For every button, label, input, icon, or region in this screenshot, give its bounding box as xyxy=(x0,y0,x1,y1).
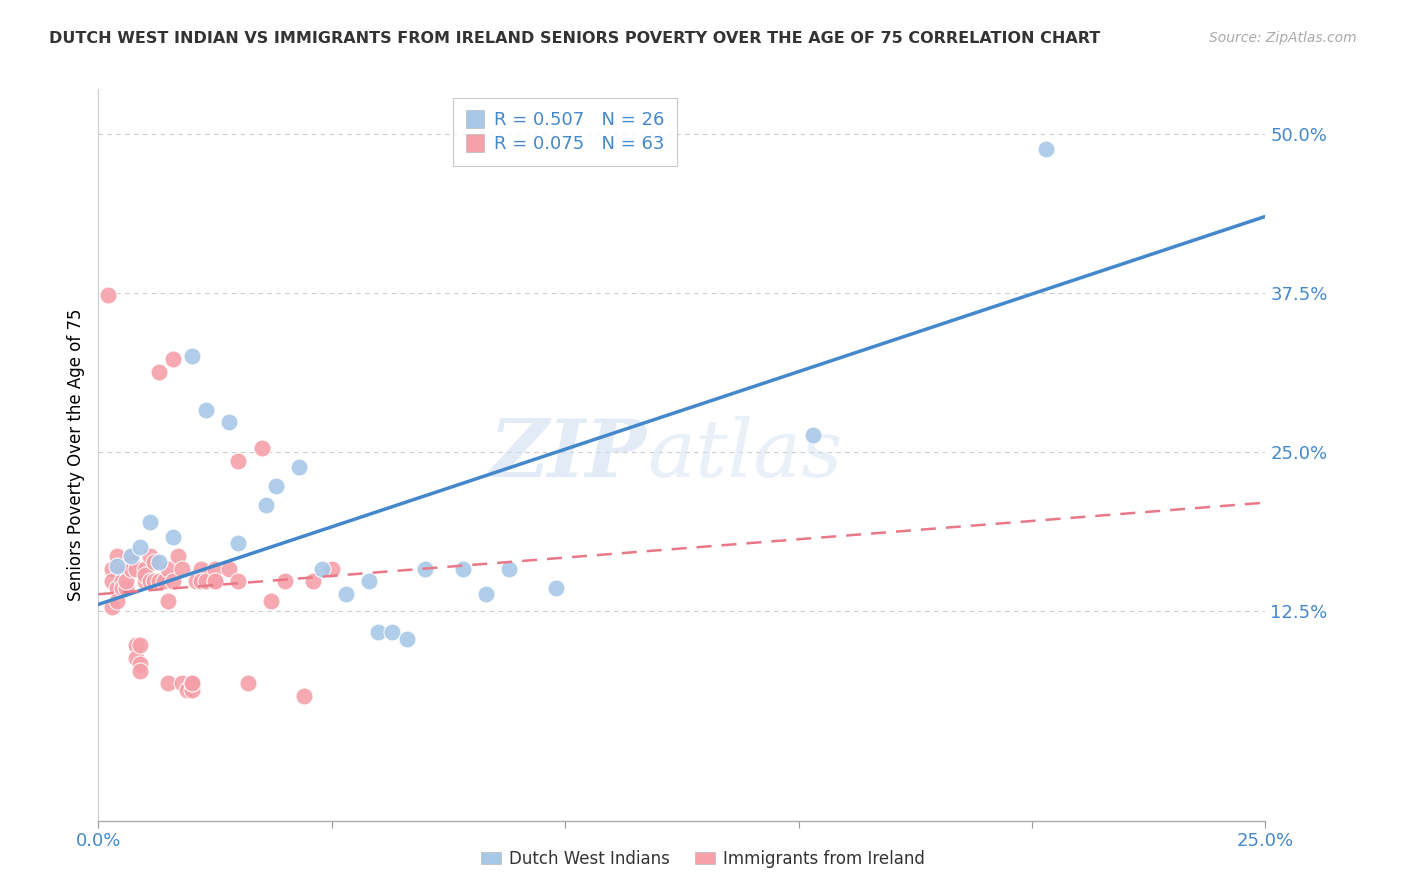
Point xyxy=(105,549,128,563)
Point xyxy=(172,562,194,576)
Point xyxy=(228,453,250,467)
Point xyxy=(260,593,283,607)
Legend: Dutch West Indians, Immigrants from Ireland: Dutch West Indians, Immigrants from Irel… xyxy=(474,844,932,875)
Point xyxy=(111,562,134,576)
Point xyxy=(228,574,250,589)
Point xyxy=(125,650,148,665)
Point xyxy=(162,530,184,544)
Point xyxy=(111,581,134,595)
Point xyxy=(129,540,152,554)
Point xyxy=(367,625,389,640)
Point xyxy=(143,556,166,570)
Point xyxy=(157,676,180,690)
Point xyxy=(120,549,142,563)
Point xyxy=(101,574,124,589)
Point xyxy=(180,676,202,690)
Point xyxy=(152,574,174,589)
Point xyxy=(801,428,824,442)
Point xyxy=(115,574,138,589)
Point xyxy=(105,559,128,574)
Point xyxy=(194,402,217,417)
Text: atlas: atlas xyxy=(647,417,842,493)
Point xyxy=(176,682,198,697)
Point xyxy=(1035,142,1057,156)
Point xyxy=(162,574,184,589)
Point xyxy=(97,288,120,302)
Point xyxy=(125,562,148,576)
Point xyxy=(288,460,311,475)
Point xyxy=(120,556,142,570)
Point xyxy=(381,625,404,640)
Point xyxy=(129,657,152,672)
Point xyxy=(204,574,226,589)
Point xyxy=(498,562,520,576)
Text: ZIP: ZIP xyxy=(491,417,647,493)
Point xyxy=(180,676,202,690)
Point xyxy=(166,549,188,563)
Point xyxy=(228,536,250,550)
Point xyxy=(139,515,162,529)
Point xyxy=(204,574,226,589)
Point xyxy=(129,664,152,678)
Point xyxy=(148,365,170,379)
Point xyxy=(162,351,184,366)
Point xyxy=(194,574,217,589)
Point xyxy=(148,556,170,570)
Point xyxy=(134,562,156,576)
Point xyxy=(180,349,202,363)
Point xyxy=(125,638,148,652)
Point xyxy=(101,562,124,576)
Text: Source: ZipAtlas.com: Source: ZipAtlas.com xyxy=(1209,31,1357,45)
Point xyxy=(256,498,278,512)
Point xyxy=(101,599,124,614)
Point xyxy=(359,574,381,589)
Point xyxy=(111,574,134,589)
Point xyxy=(218,562,240,576)
Point xyxy=(190,574,212,589)
Point xyxy=(544,581,567,595)
Point xyxy=(129,638,152,652)
Point xyxy=(302,574,325,589)
Point xyxy=(292,689,315,703)
Point xyxy=(148,574,170,589)
Point xyxy=(105,581,128,595)
Point xyxy=(218,416,240,430)
Point xyxy=(236,676,259,690)
Point xyxy=(105,593,128,607)
Point xyxy=(451,562,474,576)
Y-axis label: Seniors Poverty Over the Age of 75: Seniors Poverty Over the Age of 75 xyxy=(66,309,84,601)
Point xyxy=(157,562,180,576)
Point xyxy=(413,562,436,576)
Point xyxy=(311,562,333,576)
Point xyxy=(395,632,418,646)
Point xyxy=(250,441,273,455)
Point xyxy=(134,574,156,589)
Legend: R = 0.507   N = 26, R = 0.075   N = 63: R = 0.507 N = 26, R = 0.075 N = 63 xyxy=(453,98,678,166)
Point xyxy=(186,574,208,589)
Point xyxy=(120,562,142,576)
Point xyxy=(321,562,343,576)
Point xyxy=(264,479,287,493)
Point xyxy=(190,562,212,576)
Point xyxy=(115,581,138,595)
Point xyxy=(204,562,226,576)
Point xyxy=(475,587,498,601)
Point xyxy=(139,574,162,589)
Point xyxy=(157,593,180,607)
Point xyxy=(143,574,166,589)
Point xyxy=(115,562,138,576)
Point xyxy=(335,587,357,601)
Point xyxy=(111,562,134,576)
Text: DUTCH WEST INDIAN VS IMMIGRANTS FROM IRELAND SENIORS POVERTY OVER THE AGE OF 75 : DUTCH WEST INDIAN VS IMMIGRANTS FROM IRE… xyxy=(49,31,1101,46)
Point xyxy=(139,549,162,563)
Point xyxy=(172,676,194,690)
Point xyxy=(274,574,297,589)
Point xyxy=(180,682,202,697)
Point xyxy=(120,549,142,563)
Point xyxy=(134,568,156,582)
